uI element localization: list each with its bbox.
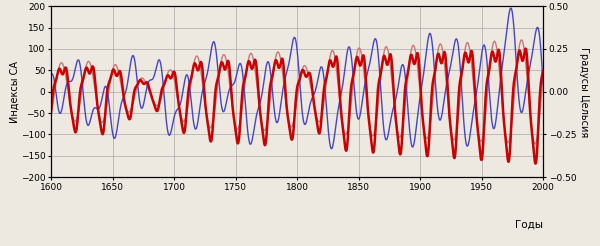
МСА	[72, 119, 79, 122]
Line: СА: СА	[51, 49, 543, 164]
СА	[439, 61, 446, 64]
СА	[412, 58, 419, 61]
Line: МСА: МСА	[51, 40, 543, 144]
Line: МТСП: МТСП	[51, 8, 543, 149]
МТСП	[539, 81, 547, 84]
МТСП	[72, 65, 79, 68]
МСА	[412, 51, 419, 54]
Y-axis label: Индексы СА: Индексы СА	[10, 61, 19, 123]
МТСП	[360, 90, 367, 93]
МТСП	[412, 130, 419, 133]
МТСП	[507, 7, 514, 10]
МТСП	[439, 112, 446, 115]
Y-axis label: Градусы Цельсия: Градусы Цельсия	[579, 46, 589, 137]
МСА	[47, 112, 55, 115]
Text: Годы: Годы	[515, 220, 543, 230]
МСА	[532, 142, 539, 145]
МСА	[518, 38, 525, 41]
СА	[539, 69, 547, 72]
МТСП	[338, 87, 346, 90]
СА	[338, 120, 346, 123]
МТСП	[47, 74, 55, 77]
СА	[522, 47, 529, 50]
МСА	[226, 78, 233, 81]
СА	[532, 162, 539, 165]
СА	[360, 54, 367, 57]
СА	[72, 131, 79, 134]
СА	[226, 63, 233, 66]
МСА	[539, 75, 547, 78]
МСА	[439, 46, 446, 49]
МТСП	[226, 89, 233, 92]
МТСП	[328, 147, 335, 150]
СА	[47, 112, 55, 115]
МСА	[338, 120, 346, 123]
МСА	[360, 68, 367, 71]
